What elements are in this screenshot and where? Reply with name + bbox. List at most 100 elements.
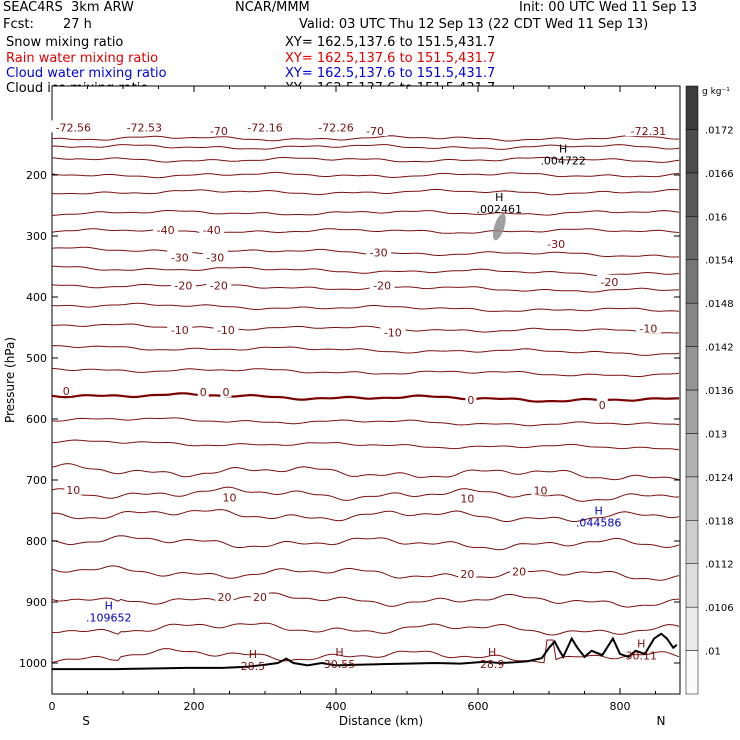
contour-label: 0	[63, 385, 70, 398]
contour-label: 10	[66, 484, 80, 497]
contour-label: 20	[512, 566, 526, 579]
contour-line-20	[51, 565, 680, 581]
contour-label-bg	[458, 566, 477, 579]
contour-line--10	[51, 345, 680, 356]
contour-label: 20	[460, 568, 474, 581]
valid-time: Valid: 03 UTC Thu 12 Sep 13 (22 CDT Wed …	[299, 17, 649, 32]
colorbar-tick-label: .0124	[705, 473, 734, 484]
contour-label-bg	[206, 278, 232, 291]
extremum-value: 28.9	[480, 658, 505, 671]
north-label: N	[657, 714, 666, 728]
colorbar-tick-label: .016	[705, 212, 727, 223]
contour-label: 20	[253, 591, 267, 604]
contour-label-bg	[366, 245, 392, 258]
plot-area	[51, 85, 681, 695]
contour-label: -72.16	[247, 121, 282, 134]
contour-label-bg	[369, 278, 395, 291]
colorbar-segment	[685, 650, 699, 695]
colorbar-tick-label: .013	[705, 429, 727, 440]
contour-label: -30	[547, 238, 565, 251]
contour-label-bg	[64, 482, 83, 495]
contour-label-bg	[635, 321, 661, 334]
contour-label: -10	[639, 323, 657, 336]
contour-label: 0	[200, 386, 207, 399]
colorbar-segment	[685, 563, 699, 608]
colorbar-tick-label: .0148	[705, 299, 734, 310]
colorbar-segment	[685, 216, 699, 260]
contour-line--50	[51, 188, 680, 196]
contour-label-bg	[596, 397, 608, 410]
axes: 0 200 400 600 800200300400500600700800900100…	[3, 86, 680, 728]
contour-label-bg	[197, 385, 209, 398]
extremum-marker: H	[105, 599, 113, 612]
extrema-markers: H.004722H.002461H.044586H.109652H28.5H30…	[86, 142, 657, 673]
contour-label: -20	[210, 279, 228, 292]
extremum-marker: H	[595, 505, 603, 518]
contour-label: -72.31	[631, 125, 666, 138]
contour-line--60	[51, 156, 680, 163]
field-name-snow: Snow mixing ratio	[6, 35, 124, 50]
contour-line--70	[51, 135, 680, 142]
colorbar-tick-label: .0118	[705, 516, 734, 527]
contour-label: 0	[599, 399, 606, 412]
contour-label: -10	[171, 324, 189, 337]
contour-line--60	[51, 171, 680, 179]
colorbar-segment	[685, 172, 699, 217]
y-tick-label: 600	[26, 413, 47, 426]
contour-line-10	[51, 509, 680, 523]
y-tick-label: 1000	[19, 657, 47, 670]
colorbar-tick-label: .0154	[705, 256, 734, 267]
contour-label-bg	[202, 250, 228, 263]
model-title: SEAC4RS 3km ARW	[3, 0, 134, 15]
colorbar-tick-label: .0172	[705, 125, 734, 136]
colorbar-tick-label: .0106	[705, 603, 734, 614]
extremum-marker: H	[249, 648, 257, 661]
extremum-value: 30.55	[324, 658, 356, 671]
contour-line-20	[51, 535, 680, 551]
contour-label: -70	[366, 125, 384, 138]
contour-label: -10	[384, 326, 402, 339]
contour-line-0	[51, 392, 679, 403]
contour-label: 10	[460, 492, 474, 505]
contour-label: 0	[222, 386, 229, 399]
x-tick-label: 800	[610, 700, 631, 713]
contour-label: -30	[206, 251, 224, 264]
contour-line-30	[51, 622, 680, 636]
init-time: Init: 00 UTC Wed 11 Sep 13	[519, 0, 698, 15]
extremum-value: 30.11	[626, 650, 658, 663]
x-axis-label: Distance (km)	[339, 714, 423, 728]
y-axis-label: Pressure (hPa)	[3, 337, 17, 423]
fcst-label: Fcst:	[3, 17, 34, 32]
contour-label-bg	[510, 564, 529, 577]
contour-line--40	[51, 210, 680, 216]
plot-frame	[51, 85, 681, 695]
contour-label: 10	[533, 484, 547, 497]
colorbar-segment	[685, 302, 699, 347]
colorbar-segment	[685, 85, 699, 130]
contour-label-bg	[220, 490, 239, 503]
contour-label-bg	[215, 590, 234, 603]
contour-label-bg	[596, 274, 622, 287]
contour-line--30	[51, 246, 680, 258]
contour-line-30	[51, 639, 680, 664]
contour-label: 20	[218, 591, 232, 604]
org-title: NCAR/MMM	[235, 0, 310, 15]
contour-label-bg	[543, 236, 569, 249]
contour-label-bg	[170, 278, 196, 291]
extremum-marker: H	[559, 142, 567, 155]
contour-line--20	[51, 302, 680, 312]
south-label: S	[82, 714, 90, 728]
colorbar-tick-label: .0136	[705, 386, 734, 397]
contour-label-bg	[213, 322, 239, 335]
extremum-marker: H	[495, 191, 503, 204]
colorbar-tick-label: .0166	[705, 169, 734, 180]
contour-line-10	[51, 486, 680, 502]
extremum-marker: H	[488, 646, 496, 659]
extremum-value: .002461	[477, 203, 523, 216]
extremum-value: .004722	[540, 154, 586, 167]
contour-label-bg	[380, 325, 406, 338]
contour-label: 10	[223, 492, 237, 505]
colorbar-segment	[685, 606, 699, 651]
extremum-marker: H	[637, 638, 645, 651]
